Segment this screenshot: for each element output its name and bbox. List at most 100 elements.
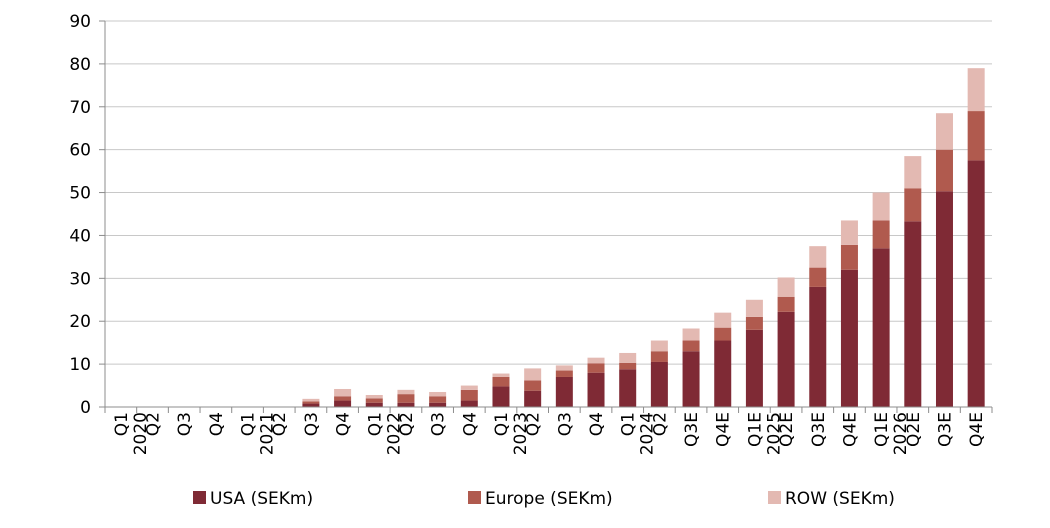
x-tick-label: Q3E	[935, 412, 955, 447]
bar-segment-row	[967, 68, 985, 112]
bar-segment-row	[492, 373, 510, 377]
x-tick-label: Q4	[460, 412, 480, 436]
bar-segment-europe	[904, 188, 922, 222]
x-tick-label: Q4	[334, 412, 354, 436]
legend-swatch-europe	[468, 491, 481, 504]
bar-segment-row	[777, 277, 795, 297]
bar-segment-europe	[872, 220, 890, 249]
x-tick-label: Q12022	[365, 412, 404, 455]
x-tick-label: Q2	[650, 412, 670, 436]
bar-segment-usa	[809, 286, 827, 407]
bar-segment-europe	[777, 296, 795, 312]
y-tick-label: 90	[69, 12, 91, 32]
x-tick-label: Q12020	[112, 412, 151, 455]
gridlines	[105, 20, 992, 365]
bar-segment-europe	[619, 362, 637, 370]
legend: USA (SEKm) Europe (SEKm) ROW (SEKm)	[193, 489, 895, 509]
bar-segment-row	[334, 388, 352, 397]
bar-segment-row	[619, 352, 637, 363]
legend-swatch-usa	[193, 491, 206, 504]
x-tick-label: Q4E	[714, 412, 734, 447]
x-tick-label: Q3	[555, 412, 575, 436]
x-tick-label: Q2E	[904, 412, 924, 447]
y-axis-ticks: 0 10 20 30 40 50 60 70 80 90	[69, 12, 105, 418]
y-tick-label: 10	[69, 355, 91, 375]
y-tick-label: 0	[80, 398, 91, 418]
y-tick-label: 50	[69, 184, 91, 204]
bar-segment-row	[809, 246, 827, 268]
x-tick-label: Q4E	[967, 412, 987, 447]
y-tick-label: 80	[69, 55, 91, 75]
bar-segment-europe	[302, 401, 320, 404]
x-tick-label: Q2	[270, 412, 290, 436]
bar-segment-usa	[397, 402, 415, 407]
bar-segment-usa	[524, 390, 542, 407]
bar-segment-usa	[872, 248, 890, 407]
y-tick-label: 40	[69, 226, 91, 246]
bar-segment-usa	[460, 400, 478, 407]
bar-segment-usa	[650, 361, 668, 407]
bar-segment-row	[397, 389, 415, 395]
bar-segment-usa	[840, 269, 858, 407]
bar-segment-usa	[745, 329, 763, 407]
bar-segment-row	[745, 299, 763, 317]
bar-segment-row	[302, 398, 320, 402]
bar-segment-europe	[650, 351, 668, 362]
x-tick-label: Q4	[587, 412, 607, 436]
bar-segment-row	[904, 156, 922, 189]
x-tick-label: Q1E2026	[872, 412, 911, 455]
bar-segment-usa	[302, 403, 320, 407]
x-tick-label: Q4	[207, 412, 227, 436]
x-tick-label: Q3	[429, 412, 449, 436]
bar-segment-row	[872, 192, 890, 221]
x-tick-label: Q1E2025	[745, 412, 784, 455]
x-tick-label: Q12024	[619, 412, 658, 455]
bar-segment-europe	[397, 394, 415, 403]
legend-label-usa: USA (SEKm)	[210, 489, 313, 509]
bar-segment-europe	[587, 363, 605, 373]
bar-segment-usa	[682, 351, 700, 407]
bar-segment-usa	[555, 376, 573, 407]
legend-swatch-row	[768, 491, 781, 504]
bar-segment-europe	[840, 244, 858, 270]
bar-segment-europe	[429, 396, 447, 403]
bar-segment-europe	[935, 149, 953, 192]
bar-segment-row	[587, 357, 605, 364]
bar-segment-europe	[460, 389, 478, 401]
bar-segment-europe	[555, 370, 573, 377]
bar-segment-row	[714, 312, 732, 328]
bar-segment-usa	[777, 311, 795, 407]
y-tick-label: 30	[69, 269, 91, 289]
x-tick-label: Q2E	[777, 412, 797, 447]
x-tick-label: Q2	[524, 412, 544, 436]
bar-segment-usa	[904, 221, 922, 407]
bar-segment-row	[682, 328, 700, 341]
bar-segment-row	[650, 340, 668, 352]
bar-series	[302, 68, 985, 407]
legend-label-row: ROW (SEKm)	[785, 489, 895, 509]
bar-segment-europe	[745, 316, 763, 330]
bar-segment-usa	[967, 160, 985, 407]
x-tick-label: Q2	[397, 412, 417, 436]
bar-segment-row	[555, 365, 573, 371]
x-tick-label: Q12021	[239, 412, 278, 455]
bar-segment-usa	[429, 402, 447, 407]
axes	[104, 21, 992, 408]
x-tick-label: Q3	[302, 412, 322, 436]
x-tick-label: Q3	[175, 412, 195, 436]
y-tick-label: 60	[69, 141, 91, 161]
bar-segment-row	[840, 220, 858, 245]
x-tick-label: Q4E	[840, 412, 860, 447]
legend-label-europe: Europe (SEKm)	[485, 489, 613, 509]
y-tick-label: 20	[69, 312, 91, 332]
bar-segment-usa	[619, 369, 637, 407]
bar-segment-row	[365, 394, 383, 399]
bar-segment-europe	[365, 398, 383, 403]
bar-segment-row	[460, 385, 478, 390]
bar-segment-usa	[365, 402, 383, 407]
x-tick-label: Q3E	[809, 412, 829, 447]
bar-segment-usa	[492, 386, 510, 407]
bar-segment-europe	[967, 111, 985, 161]
x-tick-label: Q12023	[492, 412, 531, 455]
